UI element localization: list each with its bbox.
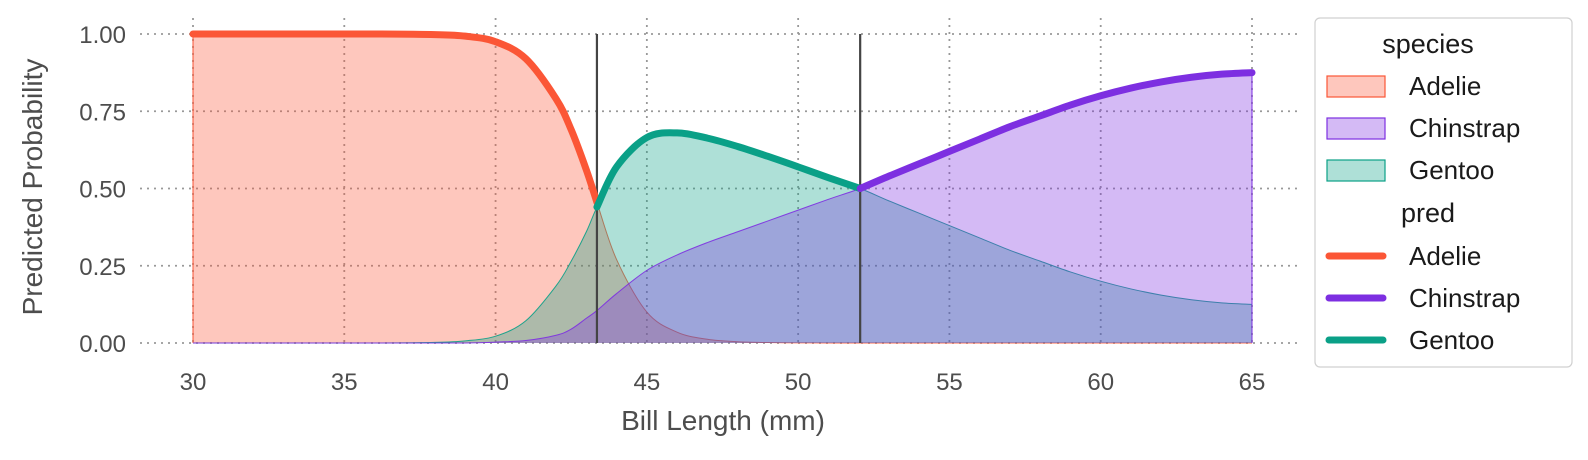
legend-frame bbox=[1314, 17, 1573, 368]
x-tick-label: 45 bbox=[634, 369, 661, 396]
species-areas bbox=[192, 33, 1253, 344]
legend-swatch-chinstrap bbox=[1326, 117, 1386, 140]
x-tick-label: 35 bbox=[331, 369, 358, 396]
y-axis-label: Predicted Probability bbox=[17, 59, 48, 316]
x-tick-label: 60 bbox=[1087, 369, 1114, 396]
legend-label-species: Adelie bbox=[1409, 71, 1481, 101]
pred-line-adelie bbox=[189, 30, 601, 206]
x-tick-label: 30 bbox=[180, 369, 207, 396]
area-chinstrap bbox=[193, 72, 1252, 344]
pred-line-gentoo bbox=[593, 129, 864, 211]
x-axis-label: Bill Length (mm) bbox=[621, 405, 825, 436]
legend-label-species: Gentoo bbox=[1409, 155, 1494, 185]
y-tick-label: 0.50 bbox=[79, 177, 126, 204]
y-tick-labels: 0.00 0.25 0.50 0.75 1.00 bbox=[79, 22, 126, 358]
legend-label-species: Chinstrap bbox=[1409, 113, 1520, 143]
legend-species-entries: Adelie Chinstrap Gentoo bbox=[1326, 71, 1520, 185]
legend-swatch-adelie bbox=[1326, 75, 1386, 98]
legend-title-pred: pred bbox=[1401, 198, 1455, 228]
y-tick-label: 0.00 bbox=[79, 331, 126, 358]
legend-label-pred: Chinstrap bbox=[1409, 283, 1520, 313]
x-tick-label: 55 bbox=[936, 369, 963, 396]
legend-label-pred: Adelie bbox=[1409, 241, 1481, 271]
y-tick-label: 0.75 bbox=[79, 99, 126, 126]
x-tick-label: 40 bbox=[482, 369, 509, 396]
x-tick-label: 65 bbox=[1239, 369, 1266, 396]
y-tick-label: 0.25 bbox=[79, 254, 126, 281]
legend-pred-entries: Adelie Chinstrap Gentoo bbox=[1325, 241, 1520, 355]
area-gentoo bbox=[193, 132, 1252, 344]
prediction-lines bbox=[189, 30, 1256, 211]
legend-label-pred: Gentoo bbox=[1409, 325, 1494, 355]
y-tick-label: 1.00 bbox=[79, 22, 126, 49]
area-adelie bbox=[193, 33, 1252, 344]
pred-line-chinstrap bbox=[856, 69, 1256, 192]
x-tick-label: 50 bbox=[785, 369, 812, 396]
x-tick-labels: 30 35 40 45 50 55 60 65 bbox=[180, 369, 1266, 396]
legend-swatch-gentoo bbox=[1326, 159, 1386, 182]
legend: species Adelie Chinstrap Gentoo pred Adeli… bbox=[1314, 17, 1573, 368]
legend-title-species: species bbox=[1382, 29, 1474, 59]
